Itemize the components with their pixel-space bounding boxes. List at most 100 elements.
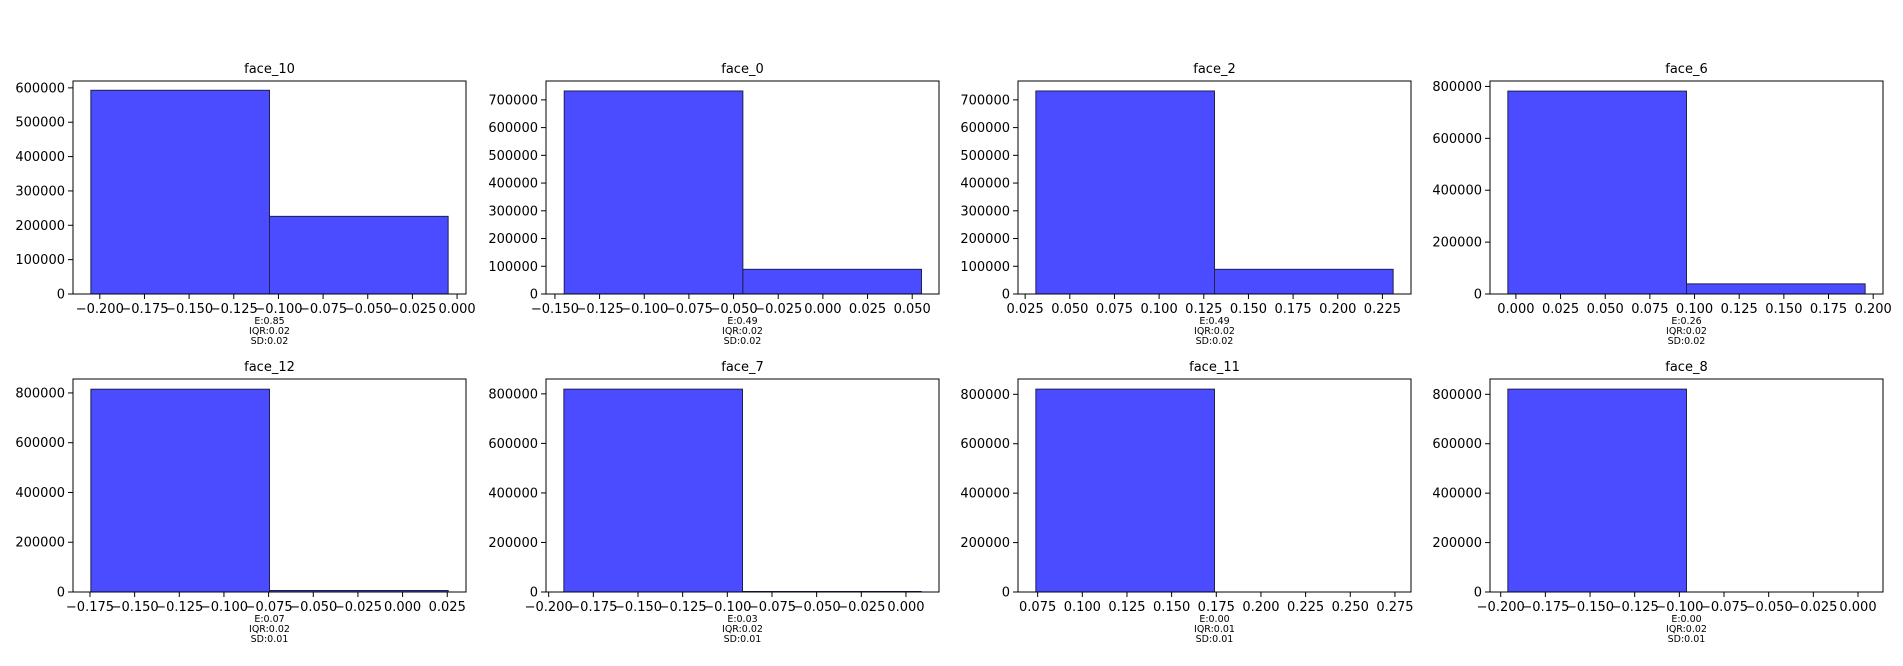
y-tick-label: 400000 xyxy=(960,177,1010,192)
axes-frame xyxy=(1489,378,1884,593)
x-tick-label: 0.175 xyxy=(1198,600,1235,615)
x-tick-label: 0.100 xyxy=(1676,302,1713,317)
y-tick-label: 100000 xyxy=(488,260,538,275)
x-tick-label: 0.000 xyxy=(438,302,475,317)
axes-frame xyxy=(1017,378,1412,593)
subplot-title: face_6 xyxy=(1665,62,1707,77)
x-tick-label: −0.200 xyxy=(1477,600,1525,615)
y-tick-label: 400000 xyxy=(1432,184,1482,199)
y-tick-label: 600000 xyxy=(488,437,538,452)
histogram-bar xyxy=(1507,90,1688,295)
subplot: face_70200000400000600000800000−0.200−0.… xyxy=(488,360,940,645)
x-tick-label: −0.200 xyxy=(76,302,124,317)
axes-frame xyxy=(545,80,940,295)
x-tick-label: 0.075 xyxy=(1096,302,1133,317)
y-tick-label: 800000 xyxy=(1432,388,1482,403)
y-tick-label: 100000 xyxy=(960,260,1010,275)
y-tick-label: 500000 xyxy=(488,149,538,164)
x-tick-label: −0.200 xyxy=(525,600,573,615)
y-tick-label: 0 xyxy=(530,586,538,601)
y-tick-label: 0 xyxy=(1002,586,1010,601)
subplot: face_6 0 200000 400000 600000 800000 0.000 0.02… xyxy=(1432,62,1891,347)
x-tick-label: 0.000 xyxy=(887,600,924,615)
y-tick-label: 600000 xyxy=(15,436,65,451)
subplot: face_2 0 100000 200000 300000 400000 500000 600… xyxy=(960,62,1412,347)
x-tick-label: −0.050 xyxy=(289,600,337,615)
y-tick-label: 200000 xyxy=(960,232,1010,247)
x-tick-label: 0.025 xyxy=(1007,302,1044,317)
histogram-bar xyxy=(1035,90,1216,295)
x-tick-label: 0.225 xyxy=(1364,302,1401,317)
y-tick-label: 200000 xyxy=(1432,236,1482,251)
histogram-bar xyxy=(1214,268,1394,295)
y-tick-label: 200000 xyxy=(15,219,65,234)
stats-label: SD:0.02 xyxy=(1668,336,1706,347)
stats-label: E:0.07 xyxy=(254,614,284,625)
y-tick-label: 600000 xyxy=(960,437,1010,452)
stats-label: IQR:0.02 xyxy=(1666,624,1707,635)
axes-frame xyxy=(1489,80,1884,295)
histogram-bar xyxy=(742,268,922,295)
x-tick-label: 0.125 xyxy=(1108,600,1145,615)
subplot-title: face_2 xyxy=(1193,62,1235,77)
stats-label: SD:0.02 xyxy=(251,336,289,347)
y-tick-label: 700000 xyxy=(960,93,1010,108)
stats-label: E:0.49 xyxy=(1199,316,1229,327)
x-tick-label: −0.100 xyxy=(254,302,302,317)
x-tick-label: −0.075 xyxy=(299,302,347,317)
x-tick-label: −0.100 xyxy=(620,302,668,317)
x-tick-label: 0.050 xyxy=(894,302,931,317)
x-tick-label: 0.100 xyxy=(1064,600,1101,615)
x-tick-label: −0.100 xyxy=(703,600,751,615)
x-tick-label: 0.200 xyxy=(1242,600,1279,615)
stats-label: IQR:0.02 xyxy=(722,624,763,635)
x-tick-label: 0.025 xyxy=(849,302,886,317)
stats-label: IQR:0.02 xyxy=(249,624,290,635)
y-tick-label: 0 xyxy=(57,586,65,601)
histogram-bar xyxy=(90,89,271,295)
x-tick-label: 0.000 xyxy=(384,600,421,615)
x-tick-label: −0.075 xyxy=(1700,600,1748,615)
y-tick-label: 400000 xyxy=(15,150,65,165)
y-tick-label: 200000 xyxy=(1432,536,1482,551)
x-tick-label: −0.175 xyxy=(120,302,168,317)
y-tick-label: 500000 xyxy=(960,149,1010,164)
y-tick-label: 600000 xyxy=(15,81,65,96)
y-tick-label: 200000 xyxy=(960,536,1010,551)
x-tick-label: −0.100 xyxy=(200,600,248,615)
y-tick-label: 400000 xyxy=(15,486,65,501)
y-tick-label: 700000 xyxy=(488,93,538,108)
y-tick-label: 400000 xyxy=(488,486,538,501)
x-tick-label: −0.150 xyxy=(614,600,662,615)
y-tick-label: 300000 xyxy=(960,204,1010,219)
histogram-bar xyxy=(563,388,744,593)
y-tick-label: 400000 xyxy=(960,487,1010,502)
y-tick-label: 100000 xyxy=(15,253,65,268)
x-tick-label: −0.050 xyxy=(1745,600,1793,615)
x-tick-label: −0.150 xyxy=(111,600,159,615)
x-tick-label: 0.275 xyxy=(1376,600,1413,615)
x-tick-label: 0.175 xyxy=(1274,302,1311,317)
stats-label: SD:0.01 xyxy=(1668,634,1706,645)
x-tick-label: 0.250 xyxy=(1332,600,1369,615)
subplot: face_10 0 100000 200000 300000 400000 500000 60… xyxy=(15,62,475,347)
x-tick-label: −0.150 xyxy=(531,302,579,317)
axes-frame xyxy=(1017,80,1412,295)
x-tick-label: 0.150 xyxy=(1153,600,1190,615)
x-tick-label: −0.075 xyxy=(665,302,713,317)
histogram-bar xyxy=(1507,388,1688,593)
subplot: face_80200000400000600000800000−0.200−0.… xyxy=(1432,360,1884,645)
histogram-bar xyxy=(1686,283,1866,295)
y-tick-label: 0 xyxy=(1002,288,1010,303)
y-tick-label: 200000 xyxy=(15,536,65,551)
y-tick-label: 800000 xyxy=(960,388,1010,403)
stats-label: IQR:0.01 xyxy=(1194,624,1235,635)
x-tick-label: −0.125 xyxy=(210,302,258,317)
x-tick-label: −0.175 xyxy=(66,600,114,615)
x-tick-label: −0.050 xyxy=(344,302,392,317)
subplot-title: face_7 xyxy=(721,360,763,375)
y-tick-label: 300000 xyxy=(15,184,65,199)
subplot: face_11 0 200000 400000 600000 800000 0.075 0.1… xyxy=(960,360,1413,645)
axes-frame xyxy=(72,80,467,295)
